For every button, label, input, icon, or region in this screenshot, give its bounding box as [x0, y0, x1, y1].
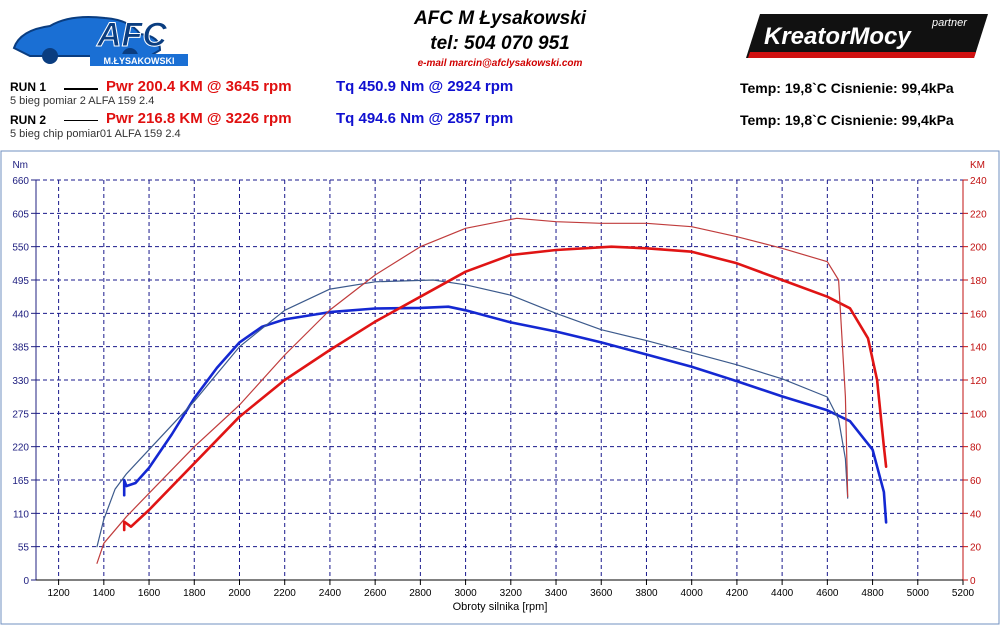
afc-logo: AFC M.ŁYSAKOWSKI: [10, 6, 190, 68]
kreator-logo-text: KreatorMocy: [764, 23, 912, 50]
y-right-tick-label: 240: [970, 176, 987, 187]
y-left-tick-label: 330: [12, 376, 29, 387]
run1-line-sample: [64, 88, 98, 90]
x-tick-label: 1200: [47, 588, 70, 599]
y-left-tick-label: 660: [12, 176, 29, 187]
run2-power: Pwr 216.8 KM @ 3226 rpm: [106, 110, 292, 127]
run2-label: RUN 2: [10, 113, 47, 127]
chart-series: [96, 217, 888, 564]
y-right-tick-label: 220: [970, 209, 987, 220]
chart-frame: [0, 150, 1000, 625]
chart-axes: 1200 1400 1600 1800 2000 2200 2400 2600 2800 3000…: [12, 176, 987, 599]
run1-description: 5 bieg pomiar 2 ALFA 159 2.4: [10, 95, 155, 107]
run1-label: RUN 1: [10, 80, 47, 94]
kreator-partner-text: partner: [931, 17, 968, 29]
y-left-tick-label: 275: [12, 409, 29, 420]
y-right-tick-label: 80: [970, 443, 982, 454]
x-tick-label: 4200: [726, 588, 749, 599]
x-tick-label: 1400: [93, 588, 116, 599]
x-tick-label: 3000: [454, 588, 477, 599]
y-right-tick-label: 40: [970, 509, 982, 520]
x-tick-label: 4400: [771, 588, 794, 599]
x-tick-label: 3200: [500, 588, 523, 599]
x-tick-label: 4800: [861, 588, 884, 599]
y-left-tick-label: 605: [12, 209, 29, 220]
y-left-tick-label: 0: [23, 576, 29, 587]
dyno-chart: 1200 1400 1600 1800 2000 2200 2400 2600 2800 3000…: [0, 150, 1000, 625]
x-tick-label: 2400: [319, 588, 342, 599]
y-right-tick-label: 60: [970, 476, 982, 487]
company-name: AFC M Łysakowski: [413, 8, 587, 29]
x-axis-label: Obroty silnika [rpm]: [453, 601, 548, 613]
kreator-mocy-logo: KreatorMocy partner: [742, 8, 992, 62]
x-tick-label: 2600: [364, 588, 387, 599]
y-right-tick-label: 20: [970, 543, 982, 554]
y-left-tick-label: 110: [13, 509, 29, 520]
x-tick-label: 3600: [590, 588, 613, 599]
run1-power: Pwr 200.4 KM @ 3645 rpm: [106, 78, 292, 95]
y-right-tick-label: 200: [970, 243, 987, 254]
y-right-tick-label: 120: [970, 376, 987, 387]
x-tick-label: 3400: [545, 588, 568, 599]
y-left-tick-label: 440: [12, 309, 29, 320]
y-axis-left-label: Nm: [12, 160, 28, 171]
series-torque-run2: [96, 279, 849, 548]
y-right-tick-label: 0: [970, 576, 976, 587]
run2-conditions: Temp: 19,8`C Cisnienie: 99,4kPa: [740, 112, 954, 128]
y-left-tick-label: 55: [18, 543, 30, 554]
y-right-tick-label: 100: [970, 409, 987, 420]
chart-grid: [36, 179, 964, 581]
company-email: e-mail marcin@afclysakowski.com: [417, 58, 583, 69]
afc-logo-subtext: M.ŁYSAKOWSKI: [104, 56, 175, 66]
x-tick-label: 2800: [409, 588, 432, 599]
y-axis-right-label: KM: [970, 160, 985, 171]
afc-logo-text: AFC: [96, 16, 167, 54]
y-left-tick-label: 495: [12, 276, 29, 287]
series-torque-run1: [122, 305, 888, 524]
run2-torque: Tq 494.6 Nm @ 2857 rpm: [336, 110, 514, 127]
x-tick-label: 4600: [816, 588, 839, 599]
company-phone: tel: 504 070 951: [430, 33, 570, 54]
run1-conditions: Temp: 19,8`C Cisnienie: 99,4kPa: [740, 80, 954, 96]
x-tick-label: 3800: [635, 588, 658, 599]
y-left-tick-label: 385: [12, 343, 29, 354]
series-power-run1: [122, 245, 888, 532]
y-left-tick-label: 550: [12, 243, 29, 254]
series-power-run2: [96, 217, 849, 564]
run2-description: 5 bieg chip pomiar01 ALFA 159 2.4: [10, 128, 181, 140]
x-tick-label: 2000: [228, 588, 251, 599]
x-tick-label: 2200: [274, 588, 297, 599]
y-right-tick-label: 160: [970, 309, 987, 320]
y-right-tick-label: 180: [970, 276, 987, 287]
x-tick-label: 1600: [138, 588, 161, 599]
y-left-tick-label: 165: [12, 476, 29, 487]
y-right-tick-label: 140: [970, 343, 987, 354]
x-tick-label: 5200: [952, 588, 975, 599]
run1-torque: Tq 450.9 Nm @ 2924 rpm: [336, 78, 514, 95]
y-left-tick-label: 220: [12, 443, 29, 454]
x-tick-label: 5000: [907, 588, 930, 599]
run2-line-sample: [64, 120, 98, 121]
x-tick-label: 1800: [183, 588, 206, 599]
x-tick-label: 4000: [681, 588, 704, 599]
